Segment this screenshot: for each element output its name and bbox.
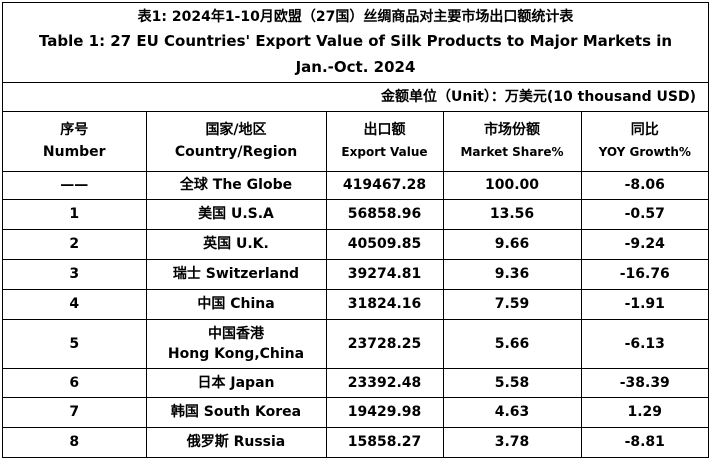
header-cell: 市场份额 Market Share%	[442, 112, 582, 172]
data-row: 7 韩国 South Korea 19429.98 4.63 1.29	[3, 396, 708, 428]
cell: 13.56	[442, 198, 582, 230]
cell: -1.91	[580, 288, 708, 320]
cell: 5.58	[442, 367, 582, 398]
cell: -16.76	[580, 258, 708, 290]
cell: 19429.98	[325, 396, 444, 428]
cell: -8.81	[580, 426, 708, 457]
header-zh: 出口额	[363, 122, 406, 139]
cell: 6	[3, 367, 147, 398]
cell: ——	[3, 170, 147, 200]
cell: 1.29	[580, 396, 708, 428]
cell: 韩国 South Korea	[145, 396, 327, 428]
cell: 日本 Japan	[145, 367, 327, 398]
cell: 中国 China	[145, 288, 327, 320]
header-en: Number	[42, 144, 106, 161]
header-en: Country/Region	[174, 144, 298, 161]
cell: 3.78	[442, 426, 582, 457]
cell: 瑞士 Switzerland	[145, 258, 327, 290]
cell: 56858.96	[325, 198, 444, 230]
title-en: Table 1: 27 EU Countries' Export Value o…	[38, 32, 673, 76]
data-row: 6 日本 Japan 23392.48 5.58 -38.39	[3, 367, 708, 398]
cell: 39274.81	[325, 258, 444, 290]
data-row: 4 中国 China 31824.16 7.59 -1.91	[3, 288, 708, 320]
cell: 100.00	[442, 170, 582, 200]
header-row: 序号 Number 国家/地区 Country/Region 出口额 Export Val…	[3, 112, 708, 172]
cell: 40509.85	[325, 228, 444, 260]
cell: 2	[3, 228, 147, 260]
cell: 俄罗斯 Russia	[145, 426, 327, 457]
cell: -6.13	[580, 318, 708, 369]
cell: 9.66	[442, 228, 582, 260]
cell: 1	[3, 198, 147, 230]
cell: 4.63	[442, 396, 582, 428]
cell: 中国香港 Hong Kong,China	[145, 318, 327, 369]
header-cell: 同比 YOY Growth%	[580, 112, 708, 172]
title-block: 表1: 2024年1-10月欧盟（27国）丝绸商品对主要市场出口额统计表 Tab…	[3, 3, 708, 83]
data-row: —— 全球 The Globe 419467.28 100.00 -8.06	[3, 170, 708, 200]
cell: -8.06	[580, 170, 708, 200]
cell: 419467.28	[325, 170, 444, 200]
data-row: 8 俄罗斯 Russia 15858.27 3.78 -8.81	[3, 426, 708, 457]
header-cell: 出口额 Export Value	[325, 112, 444, 172]
cell: 7	[3, 396, 147, 428]
header-en: Market Share%	[460, 145, 564, 160]
cell: 全球 The Globe	[145, 170, 327, 200]
header-zh: 国家/地区	[205, 122, 267, 139]
cell: -9.24	[580, 228, 708, 260]
header-en: Export Value	[341, 145, 428, 160]
cell: 23392.48	[325, 367, 444, 398]
cell: 美国 U.S.A	[145, 198, 327, 230]
cell: 31824.16	[325, 288, 444, 320]
data-row: 2 英国 U.K. 40509.85 9.66 -9.24	[3, 228, 708, 260]
header-zh: 同比	[630, 122, 659, 139]
header-zh: 市场份额	[484, 122, 540, 139]
cell: 9.36	[442, 258, 582, 290]
header-cell: 序号 Number	[3, 112, 147, 172]
cell: 5.66	[442, 318, 582, 369]
cell: 15858.27	[325, 426, 444, 457]
data-row: 1 美国 U.S.A 56858.96 13.56 -0.57	[3, 198, 708, 230]
header-cell: 国家/地区 Country/Region	[145, 112, 327, 172]
unit-label: 金额单位（Unit）：万美元(10 thousand USD)	[3, 83, 708, 112]
cell: 3	[3, 258, 147, 290]
cell: -38.39	[580, 367, 708, 398]
cell: 英国 U.K.	[145, 228, 327, 260]
cell: -0.57	[580, 198, 708, 230]
title-zh: 表1: 2024年1-10月欧盟（27国）丝绸商品对主要市场出口额统计表	[137, 9, 574, 25]
cell: 4	[3, 288, 147, 320]
cell: 23728.25	[325, 318, 444, 369]
cell: 7.59	[442, 288, 582, 320]
header-en: YOY Growth%	[598, 145, 691, 160]
cell: 5	[3, 318, 147, 369]
data-row: 3 瑞士 Switzerland 39274.81 9.36 -16.76	[3, 258, 708, 290]
header-zh: 序号	[60, 122, 89, 139]
data-table: 序号 Number 国家/地区 Country/Region 出口额 Export Val…	[3, 112, 708, 457]
data-row: 5 中国香港 Hong Kong,China 23728.25 5.66 -6.13	[3, 318, 708, 369]
cell: 8	[3, 426, 147, 457]
